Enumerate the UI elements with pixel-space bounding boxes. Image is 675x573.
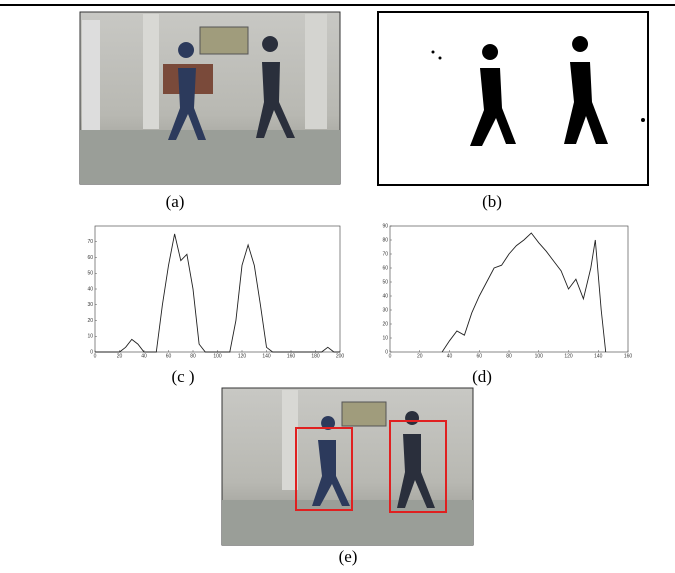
y-tick-label: 30 <box>382 307 388 313</box>
line-series <box>95 234 340 352</box>
y-tick-label: 30 <box>87 302 93 308</box>
x-tick-label: 0 <box>94 353 97 359</box>
figure: (a) (b) (c ) (d) (e) 0204060801001201401… <box>0 0 675 568</box>
panel-label: (a) <box>166 192 185 211</box>
x-tick-label: 100 <box>213 353 222 359</box>
y-tick-label: 60 <box>382 265 388 271</box>
x-tick-label: 0 <box>389 353 392 359</box>
x-tick-label: 180 <box>311 353 320 359</box>
x-tick-label: 20 <box>417 353 423 359</box>
x-tick-label: 100 <box>535 353 544 359</box>
line-series <box>442 233 606 352</box>
y-tick-label: 70 <box>87 239 93 245</box>
x-tick-label: 120 <box>564 353 573 359</box>
x-tick-label: 140 <box>594 353 603 359</box>
y-tick-label: 10 <box>87 334 93 340</box>
x-tick-label: 20 <box>117 353 123 359</box>
y-tick-label: 40 <box>382 293 388 299</box>
x-tick-label: 200 <box>336 353 345 359</box>
y-tick-label: 0 <box>90 349 93 355</box>
photo-e <box>222 388 473 545</box>
photo-a <box>80 12 340 184</box>
panel-label: (d) <box>472 367 492 386</box>
x-tick-label: 160 <box>624 353 633 359</box>
y-tick-label: 20 <box>87 318 93 324</box>
y-tick-label: 80 <box>382 237 388 243</box>
x-tick-label: 160 <box>287 353 296 359</box>
y-tick-label: 60 <box>87 255 93 261</box>
x-tick-label: 80 <box>190 353 196 359</box>
x-tick-label: 120 <box>238 353 247 359</box>
x-tick-label: 140 <box>262 353 271 359</box>
panel-label: (c ) <box>171 367 194 386</box>
silhouette-b <box>378 12 648 185</box>
panel-label: (e) <box>339 547 358 566</box>
y-tick-label: 20 <box>382 321 388 327</box>
y-tick-label: 0 <box>385 349 388 355</box>
plot-frame <box>95 226 340 352</box>
y-tick-label: 90 <box>382 223 388 229</box>
x-tick-label: 40 <box>447 353 453 359</box>
plot-frame <box>390 226 628 352</box>
x-tick-label: 60 <box>476 353 482 359</box>
y-tick-label: 50 <box>382 279 388 285</box>
x-tick-label: 80 <box>506 353 512 359</box>
panel-label: (b) <box>482 192 502 211</box>
x-tick-label: 60 <box>166 353 172 359</box>
x-tick-label: 40 <box>141 353 147 359</box>
y-tick-label: 70 <box>382 251 388 257</box>
y-tick-label: 50 <box>87 271 93 277</box>
y-tick-label: 40 <box>87 286 93 292</box>
y-tick-label: 10 <box>382 335 388 341</box>
